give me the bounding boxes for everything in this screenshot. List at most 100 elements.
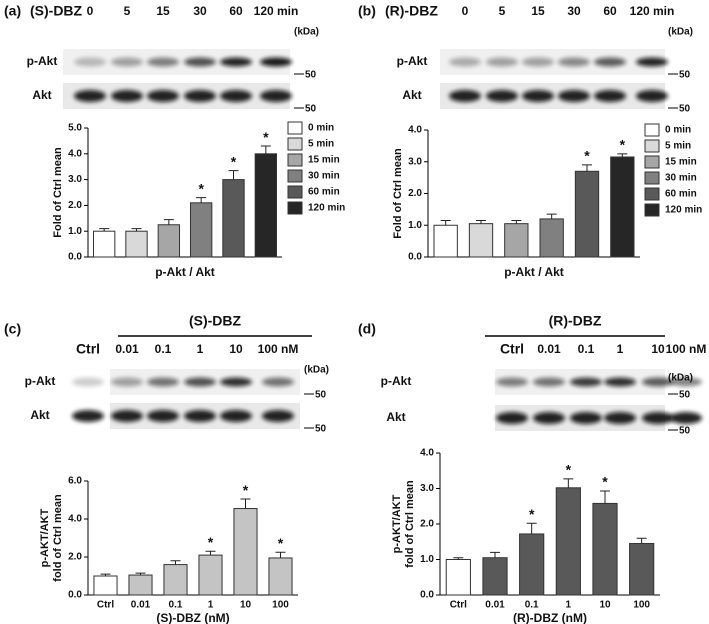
treatment-label: (S)-DBZ [189, 313, 242, 329]
lane-label: 100 nM [666, 342, 707, 356]
marker-label: 50 [305, 70, 317, 81]
legend-label: 5 min [308, 139, 334, 150]
row-label: Akt [30, 408, 49, 422]
blot-band [522, 90, 554, 102]
y-tick-label: 0.0 [408, 252, 422, 263]
error-bar [636, 537, 647, 544]
lane-label: 30 [567, 4, 581, 18]
lane-label: 30 [193, 4, 207, 18]
y-axis-label: fold of Ctrl mean [52, 494, 64, 582]
blot-band [558, 90, 590, 102]
blot-band [184, 377, 216, 387]
legend-label: 5 min [665, 141, 691, 152]
blot-band [533, 412, 565, 424]
significance-mark: * [602, 474, 608, 490]
blot-band [220, 57, 252, 67]
error-bar [99, 228, 110, 232]
error-bar [440, 219, 451, 226]
marker-label: 50 [679, 390, 691, 401]
legend-label: 0 min [308, 123, 334, 134]
treatment-label: (S)-DBZ [30, 3, 83, 19]
blot-band [570, 412, 602, 424]
row-label: p-Akt [397, 54, 428, 68]
blot-band [486, 90, 518, 102]
legend-label: 60 min [665, 189, 697, 200]
y-tick-label: 6.0 [68, 476, 82, 487]
legend-swatch [644, 139, 660, 153]
panel-label: (a) [4, 3, 21, 19]
error-bar [163, 219, 174, 225]
legend-label: 30 min [308, 171, 340, 182]
lane-label: 0.1 [155, 342, 172, 356]
lane-label: 5 [499, 4, 506, 18]
bar [128, 574, 153, 596]
significance-mark: * [208, 534, 214, 550]
x-axis-label: p-Akt / Akt [504, 265, 564, 279]
bar [254, 153, 278, 258]
legend-label: 15 min [308, 155, 340, 166]
bar [163, 564, 188, 596]
blot-band [74, 57, 106, 67]
row-label: Akt [386, 410, 405, 424]
marker-label: 50 [305, 104, 317, 115]
blot-band [533, 377, 565, 387]
legend-label: 30 min [665, 173, 697, 184]
bar [125, 230, 148, 258]
error-bar [476, 219, 486, 224]
error-bar [617, 153, 628, 157]
legend-swatch [287, 201, 303, 215]
error-bar [205, 550, 216, 556]
blot-band [111, 410, 143, 422]
bar [233, 508, 258, 596]
significance-mark: * [198, 180, 204, 196]
legend-swatch [644, 187, 660, 201]
y-tick-label: 0.0 [420, 590, 434, 601]
error-bar [563, 478, 574, 488]
error-bar [582, 164, 592, 172]
x-tick-label: 0.01 [485, 600, 505, 611]
error-bar [170, 560, 181, 565]
x-tick-label: 0.01 [131, 600, 151, 611]
y-tick-label: 1.0 [408, 220, 422, 231]
panel-label: (c) [4, 321, 21, 337]
legend-swatch [644, 171, 660, 185]
bar [157, 224, 181, 258]
legend-swatch [644, 123, 660, 137]
error-bar [228, 170, 239, 180]
blot-band [670, 377, 702, 387]
blot-band [636, 57, 668, 67]
blot-band [262, 377, 294, 387]
x-tick-label: 1 [208, 600, 214, 611]
bar [189, 202, 213, 258]
y-tick-label: 4.0 [68, 148, 82, 159]
bar [198, 554, 223, 596]
y-tick-label: 2.0 [420, 519, 434, 530]
legend-swatch [644, 203, 660, 217]
legend-swatch [287, 169, 303, 183]
error-bar [526, 522, 537, 534]
blot-band [262, 410, 294, 422]
marker-label: 50 [679, 70, 691, 81]
kda-label: (kDa) [294, 27, 319, 38]
error-bar [131, 228, 142, 232]
y-tick-label: 3.0 [408, 156, 422, 167]
x-axis-label: (S)-DBZ (nM) [156, 611, 229, 624]
y-tick-label: 3.0 [68, 174, 82, 185]
bar [93, 575, 118, 596]
error-bar [511, 219, 522, 224]
lane-label: 120 min [254, 4, 299, 18]
significance-mark: * [620, 137, 626, 153]
bar [268, 557, 293, 596]
x-tick-label: 0.1 [169, 600, 183, 611]
lane-label: 0.01 [537, 342, 561, 356]
y-tick-label: 0.0 [68, 252, 82, 263]
x-tick-label: Ctrl [450, 600, 467, 611]
blot-band [111, 377, 143, 387]
blot-band [147, 377, 179, 387]
blot-band [184, 57, 216, 67]
panel-label: (b) [358, 3, 376, 19]
lane-label: 10 [651, 342, 665, 356]
error-bar [490, 551, 500, 558]
error-bar [275, 551, 286, 558]
blot-band [670, 412, 702, 424]
